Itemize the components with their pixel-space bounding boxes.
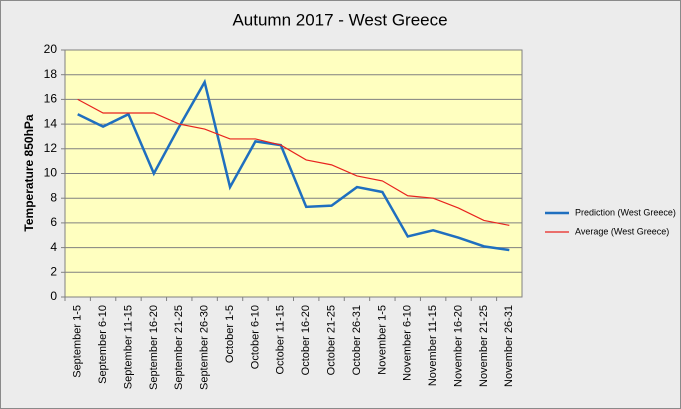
x-tick-label: October 6-10 xyxy=(249,305,261,369)
x-tick-label: October 16-20 xyxy=(300,305,312,375)
y-tick-label: 20 xyxy=(44,42,58,56)
series-line xyxy=(77,98,510,226)
y-tick-label: 14 xyxy=(44,116,58,130)
y-tick-label: 18 xyxy=(44,67,58,81)
y-tick-label: 12 xyxy=(44,141,58,155)
y-tick-label: 16 xyxy=(44,92,58,106)
x-tick-label: November 6-10 xyxy=(402,305,414,381)
x-tick-label: September 26-30 xyxy=(199,305,211,390)
y-tick-label: 6 xyxy=(50,215,57,229)
x-tick-label: October 1-5 xyxy=(224,305,236,363)
y-tick-label: 2 xyxy=(50,264,57,278)
x-tick-label: September 16-20 xyxy=(148,305,160,390)
x-tick-label: November 11-15 xyxy=(427,305,439,386)
y-tick-label: 0 xyxy=(50,289,57,303)
x-tick-label: November 16-20 xyxy=(452,305,464,387)
x-tick-label: October 11-15 xyxy=(275,305,287,375)
x-tick-label: November 21-25 xyxy=(478,305,490,387)
x-tick-label: September 1-5 xyxy=(72,305,84,378)
x-tick-label: September 6-10 xyxy=(97,305,109,384)
legend-label: Average (West Greece) xyxy=(575,226,669,236)
chart-title: Autumn 2017 - West Greece xyxy=(232,10,447,29)
x-tick-label: October 21-25 xyxy=(325,305,337,375)
series-line xyxy=(77,78,510,252)
x-tick-label: November 26-31 xyxy=(503,305,515,387)
legend-label: Prediction (West Greece) xyxy=(575,207,676,217)
y-tick-label: 8 xyxy=(50,190,57,204)
y-tick-label: 4 xyxy=(50,240,57,254)
y-axis-title: Temperature 850hPa xyxy=(22,114,36,231)
x-tick-label: September 11-15 xyxy=(122,305,134,389)
x-tick-label: November 1-5 xyxy=(376,305,388,375)
x-tick-label: September 21-25 xyxy=(173,305,185,390)
x-tick-label: October 26-31 xyxy=(351,305,363,375)
y-tick-label: 10 xyxy=(44,166,58,180)
